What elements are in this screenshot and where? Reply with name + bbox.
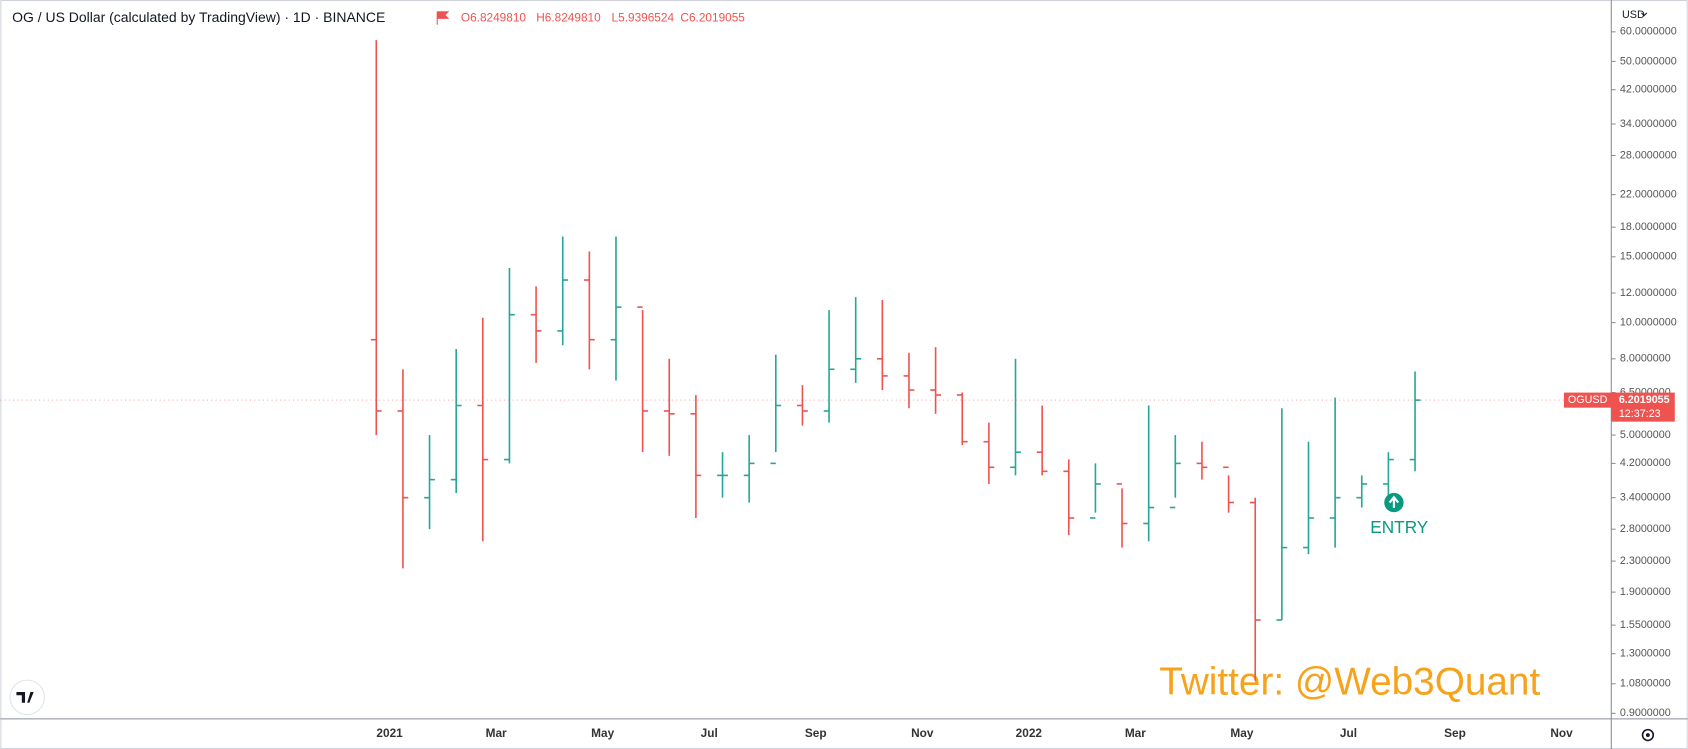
countdown: 12:37:23: [1619, 408, 1661, 420]
flag-icon[interactable]: [436, 11, 450, 25]
x-tick-label: May: [591, 726, 614, 740]
ohlc-value: O6.8249810: [461, 10, 527, 24]
x-tick-label: Sep: [805, 726, 827, 740]
ohlc-bar: [1116, 483, 1128, 548]
y-tick-label: 10.0000000: [1620, 316, 1677, 328]
chevron: [1641, 12, 1648, 17]
last-price: 6.2019055: [1619, 394, 1670, 406]
x-tick-label: Nov: [911, 726, 934, 740]
ohlc-bar: [663, 358, 675, 456]
ohlc-bar: [743, 435, 755, 503]
ohlc-bar: [1196, 441, 1208, 480]
ohlc-bar: [717, 452, 728, 498]
ohlc-bar: [530, 286, 542, 363]
ohlc-bar: [1090, 463, 1101, 519]
ohlc-series: [370, 40, 1421, 681]
ohlc-bar: [876, 299, 888, 391]
settings-button[interactable]: [1641, 728, 1655, 742]
ohlc-bar: [797, 385, 808, 426]
ohlc-bar: [1169, 435, 1181, 509]
ohlc-bar: [557, 236, 569, 346]
entry-arrow: [1388, 495, 1400, 508]
ohlc-bar: [477, 317, 489, 542]
currency-menu[interactable]: USD: [1622, 9, 1648, 21]
ohlc-bar: [397, 369, 409, 569]
logo-circle: [9, 679, 45, 716]
x-tick-label: 2021: [376, 726, 403, 740]
x-tick-label: Mar: [1125, 726, 1146, 740]
ohlc-bar: [1036, 405, 1048, 476]
y-tick-label: 8.0000000: [1620, 353, 1671, 365]
y-tick-label: 1.0800000: [1620, 678, 1671, 690]
ohlc-bar: [690, 395, 702, 518]
ohlc-bar: [823, 310, 835, 423]
y-tick-label: 15.0000000: [1620, 251, 1677, 263]
x-tick-label: Mar: [486, 726, 507, 740]
y-tick-label: 5.0000000: [1620, 429, 1671, 441]
y-tick-label: 3.4000000: [1620, 492, 1671, 504]
y-tick-label: 22.0000000: [1620, 188, 1677, 200]
y-tick-label: 60.0000000: [1620, 26, 1677, 38]
ohlc-bar: [1383, 452, 1394, 503]
ohlc-bar: [1409, 371, 1421, 472]
ohlc-bar: [610, 236, 622, 381]
y-tick-label: 4.2000000: [1620, 457, 1671, 469]
ohlc-bar: [1010, 358, 1021, 476]
ohlc-bar: [637, 306, 649, 453]
x-tick-label: May: [1230, 726, 1253, 740]
y-tick-label: 0.9000000: [1620, 707, 1671, 719]
ohlc-bar: [1063, 459, 1075, 536]
ohlc-bar: [850, 297, 862, 383]
x-tick-label: Jul: [701, 726, 718, 740]
logo-mark: [16, 691, 34, 703]
gear-center: [1645, 733, 1650, 737]
ohlc-bar: [504, 267, 515, 464]
ohlc-bar: [1143, 405, 1155, 542]
chart-title: OG / US Dollar (calculated by TradingVie…: [12, 9, 385, 25]
y-tick-label: 42.0000000: [1620, 84, 1677, 96]
entry-label: ENTRY: [1370, 517, 1429, 537]
ohlc-value: H6.8249810: [536, 10, 601, 24]
y-tick-label: 2.3000000: [1620, 555, 1671, 567]
ohlc-value: L5.9396524: [612, 10, 675, 24]
symbol-label: OGUSD: [1568, 394, 1608, 406]
ohlc-bar: [1276, 408, 1288, 621]
ohlc-bar: [370, 40, 382, 436]
y-tick-label: 50.0000000: [1620, 55, 1677, 67]
ohlc-bar: [450, 348, 462, 493]
y-tick-label: 28.0000000: [1620, 149, 1677, 161]
ohlc-bar: [930, 347, 941, 414]
tv-logo[interactable]: [9, 679, 45, 716]
ohlc-bar: [1303, 441, 1314, 555]
ohlc-bar: [1223, 466, 1234, 513]
ohlc-bar: [424, 435, 435, 530]
y-tick-label: 1.9000000: [1620, 586, 1671, 598]
ohlc-bar: [956, 392, 968, 446]
ohlc-bar: [583, 251, 595, 370]
ohlc-bar: [1356, 475, 1368, 508]
price-tag: [1611, 392, 1675, 422]
ohlc-bar: [1249, 497, 1261, 681]
y-tick-label: 34.0000000: [1620, 118, 1677, 130]
ohlc-bar: [1329, 397, 1341, 548]
y-tick-label: 12.0000000: [1620, 287, 1677, 299]
ohlc-bar: [903, 352, 915, 409]
y-tick-label: 1.5500000: [1620, 619, 1671, 631]
currency[interactable]: USD: [1622, 9, 1645, 21]
x-tick-label: 2022: [1016, 726, 1043, 740]
ohlc-value: C6.2019055: [680, 10, 745, 24]
y-tick-label: 2.8000000: [1620, 523, 1671, 535]
watermark: Twitter: @Web3Quant: [1159, 661, 1540, 704]
symbol-tag: [1563, 392, 1612, 408]
y-tick-label: 18.0000000: [1620, 221, 1677, 233]
gear: [1641, 728, 1655, 742]
x-tick-label: Nov: [1550, 726, 1573, 740]
ohlc-bar: [983, 422, 995, 484]
x-tick-label: Jul: [1340, 726, 1357, 740]
ohlc-bar: [770, 354, 782, 465]
y-tick-label: 1.3000000: [1620, 648, 1671, 660]
x-tick-label: Sep: [1444, 726, 1466, 740]
